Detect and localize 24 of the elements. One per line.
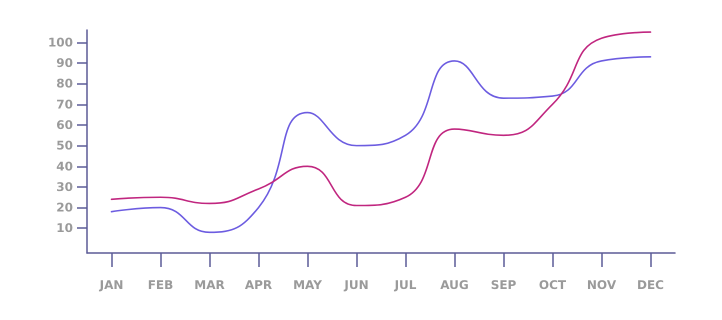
x-tick-label: AUG (440, 278, 469, 292)
y-tick-label: 20 (56, 200, 73, 215)
line-series (110, 56, 652, 234)
y-tick-label: 30 (56, 180, 73, 194)
y-tick-label: 90 (56, 56, 73, 70)
x-tick-label: OCT (538, 278, 567, 292)
x-tick-label: MAR (194, 278, 225, 292)
x-tick-label: NOV (586, 278, 617, 292)
x-tick-label: MAY (293, 278, 322, 292)
line-series (110, 31, 652, 206)
y-tick-label: 50 (56, 138, 73, 153)
x-tick-label: JAN (98, 278, 124, 292)
y-tick-label: 80 (56, 76, 73, 91)
x-tick-label: APR (244, 278, 272, 292)
y-tick-label: 100 (48, 35, 73, 50)
x-tick-label: FEB (148, 278, 174, 292)
y-tick-label: 60 (56, 118, 73, 132)
x-tick-label: SEP (490, 278, 517, 292)
y-tick-label: 70 (56, 97, 73, 112)
y-tick-label: 10 (56, 221, 73, 236)
y-tick-label: 40 (56, 159, 73, 174)
x-tick-label: JUL (394, 278, 417, 292)
x-tick-label: JUN (343, 278, 369, 292)
x-tick-label: DEC (637, 278, 664, 292)
